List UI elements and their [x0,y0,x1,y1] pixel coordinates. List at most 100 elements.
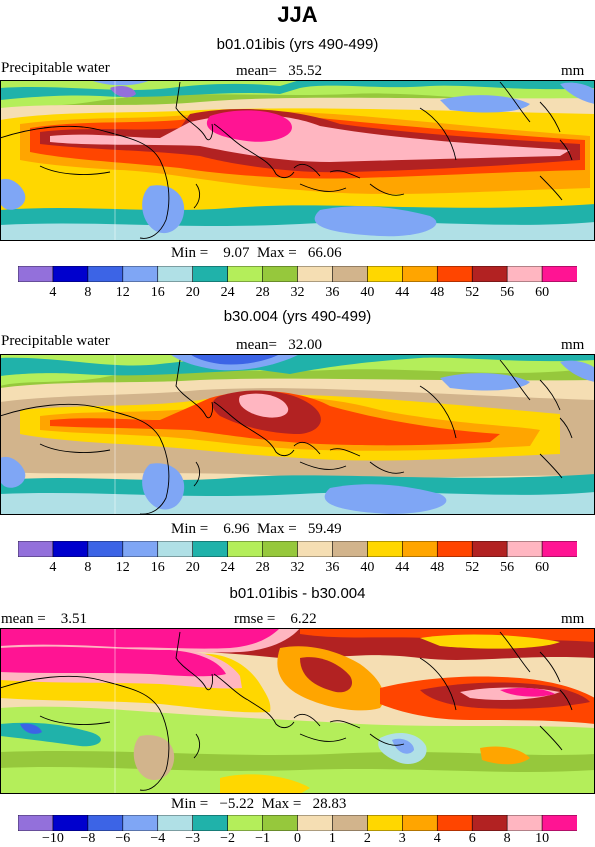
colorbar-swatch [87,541,124,557]
panel-1-units: mm [561,63,585,79]
colorbar-tick-label: 16 [150,560,165,575]
colorbar-swatch [471,815,508,831]
colorbar-swatch [332,541,368,557]
colorbar-tick-label: 2 [363,831,371,846]
colorbar-swatch [367,541,403,557]
panel-1-field-label: Precipitable water [1,60,110,76]
colorbar-tick-label: −10 [41,831,64,846]
panel-2-units: mm [561,337,585,353]
colorbar-swatch [262,541,299,557]
colorbar-tick-label: 48 [430,285,445,300]
colorbar-swatch [436,815,473,831]
figure-title: JJA [277,2,318,27]
colorbar-tick-label: −2 [220,831,236,846]
colorbar-swatch [436,266,473,282]
panel-3-title: b01.01ibis - b30.004 [229,585,366,602]
colorbar-tick-label: 52 [465,285,480,300]
colorbar-swatch [297,815,334,831]
colorbar-tick-label: −3 [185,831,201,846]
colorbar-tick-label: 8 [84,560,92,575]
colorbar-swatch [227,541,264,557]
panel-3-colorbar [18,815,577,831]
colorbar-tick-label: 60 [535,560,550,575]
panel-3-map [0,628,595,794]
colorbar-tick-label: 4 [433,831,441,846]
colorbar-tick-label: 24 [220,285,235,300]
panel-3-min-max: Min = −5.22 Max = 28.83 [171,796,347,812]
panel-2-map [0,354,595,515]
panel-2-field-label: Precipitable water [1,333,110,349]
colorbar-tick-label: −4 [150,831,166,846]
colorbar-tick-label: 56 [500,560,515,575]
colorbar-tick-label: 6 [468,831,476,846]
panel-3-units: mm [561,611,585,627]
colorbar-tick-label: 24 [220,560,235,575]
colorbar-swatch [402,815,438,831]
colorbar-swatch [52,541,89,557]
colorbar-swatch [52,266,89,282]
colorbar-tick-label: 16 [150,285,165,300]
panel-1-colorbar-labels: 4 8 12 16 20 24 28 32 36 40 44 48 52 56 60 [18,285,577,301]
colorbar-swatch [18,815,54,831]
colorbar-swatch [506,266,543,282]
colorbar-swatch [541,541,577,557]
colorbar-swatch [471,266,508,282]
colorbar-swatch [157,266,194,282]
colorbar-tick-label: 10 [535,831,550,846]
colorbar-tick-label: 8 [503,831,511,846]
colorbar-tick-label: 12 [115,285,130,300]
colorbar-swatch [367,266,403,282]
colorbar-tick-label: 32 [290,560,305,575]
colorbar-tick-label: 28 [255,285,270,300]
colorbar-tick-label: 56 [500,285,515,300]
colorbar-swatch [262,266,299,282]
colorbar-tick-label: 44 [395,560,410,575]
colorbar-swatch [192,266,229,282]
colorbar-swatch [192,815,229,831]
colorbar-tick-label: 0 [294,831,301,846]
panel-2-colorbar [18,541,577,557]
colorbar-swatch [471,541,508,557]
panel-3-mean: mean = 3.51 [1,611,87,627]
colorbar-swatch [506,541,543,557]
colorbar-swatch [157,541,194,557]
colorbar-tick-label: 20 [185,285,200,300]
colorbar-tick-label: 8 [84,285,92,300]
panel-1-mean: mean= 35.52 [236,63,322,79]
colorbar-swatch [297,541,334,557]
colorbar-tick-label: −1 [255,831,271,846]
colorbar-tick-label: 44 [395,285,410,300]
colorbar-swatch [332,815,368,831]
colorbar-swatch [367,815,403,831]
panel-1-map [0,80,595,241]
panel-1-title: b01.01ibis (yrs 490-499) [216,36,379,53]
colorbar-tick-label: 60 [535,285,550,300]
colorbar-swatch [52,815,89,831]
colorbar-swatch [227,815,264,831]
colorbar-swatch [436,541,473,557]
colorbar-swatch [87,815,124,831]
colorbar-swatch [87,266,124,282]
colorbar-swatch [157,815,194,831]
colorbar-swatch [122,541,159,557]
panel-3-colorbar-labels: −10 −8 −6 −4 −3 −2 −1 0 1 2 3 4 6 8 10 [18,831,577,847]
colorbar-tick-label: 40 [360,560,375,575]
colorbar-swatch [297,266,334,282]
colorbar-tick-label: 48 [430,560,445,575]
panel-1-colorbar [18,266,577,282]
panel-3-rmse: rmse = 6.22 [234,611,317,627]
colorbar-tick-label: 28 [255,560,270,575]
colorbar-swatch [541,815,577,831]
colorbar-swatch [18,266,54,282]
colorbar-tick-label: 4 [49,560,57,575]
colorbar-tick-label: 1 [328,831,336,846]
panel-2-colorbar-labels: 4 8 12 16 20 24 28 32 36 40 44 48 52 56 60 [18,560,577,576]
colorbar-swatch [122,266,159,282]
colorbar-swatch [332,266,368,282]
panel-2-mean: mean= 32.00 [236,337,322,353]
colorbar-tick-label: 4 [49,285,57,300]
colorbar-tick-label: 3 [398,831,406,846]
colorbar-swatch [227,266,264,282]
colorbar-tick-label: −8 [80,831,96,846]
colorbar-tick-label: 52 [465,560,480,575]
